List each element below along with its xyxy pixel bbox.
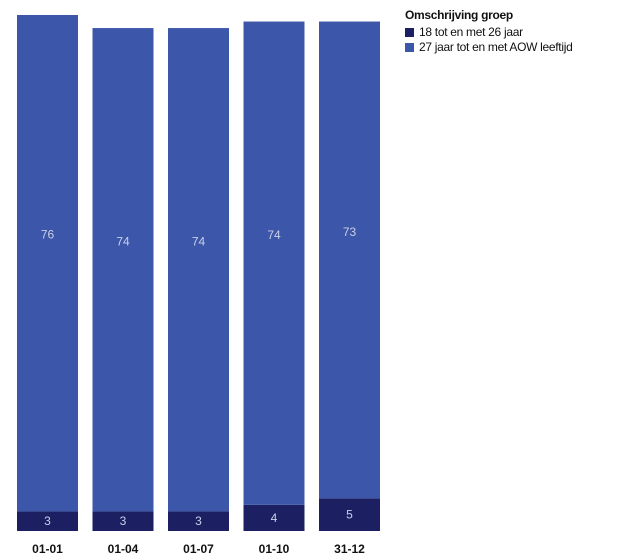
- x-tick-label-31-12: 31-12: [334, 542, 365, 556]
- data-label-01-04-series-1: 3: [120, 514, 127, 528]
- bar-segment-31-12-series-2: [319, 21, 380, 499]
- legend: Omschrijving groep 18 tot en met 26 jaar…: [405, 8, 573, 55]
- data-label-01-10-series-2: 74: [267, 228, 281, 242]
- legend-item-series-2: 27 jaar tot en met AOW leeftijd: [405, 40, 573, 55]
- x-tick-label-01-04: 01-04: [108, 542, 139, 556]
- legend-title: Omschrijving groep: [405, 8, 513, 22]
- data-label-01-01-series-2: 76: [41, 227, 55, 241]
- bar-segment-01-04-series-1: [92, 511, 154, 531]
- stacked-bar-chart: 3 76 01-01 3 74 01-04 3 74 01-07 4 74 01-10 5 73 31-12: [17, 15, 380, 556]
- bar-segment-01-01-series-1: [17, 511, 78, 531]
- legend-label-series-2: 27 jaar tot en met AOW leeftijd: [419, 40, 573, 54]
- data-label-01-07-series-1: 3: [195, 514, 202, 528]
- legend-item-series-1: 18 tot en met 26 jaar: [405, 25, 572, 40]
- bar-segment-01-01-series-2: [17, 15, 78, 512]
- x-tick-label-01-01: 01-01: [32, 542, 63, 556]
- bar-segment-01-07-series-1: [168, 511, 229, 531]
- bar-segment-01-04-series-2: [92, 28, 154, 512]
- legend-label-series-1: 18 tot en met 26 jaar: [419, 25, 523, 39]
- x-tick-label-01-07: 01-07: [183, 542, 214, 556]
- data-label-01-01-series-1: 3: [44, 514, 51, 528]
- legend-swatch-series-2: [405, 43, 414, 52]
- bar-segment-31-12-series-1: [319, 498, 380, 531]
- x-tick-label-01-10: 01-10: [259, 542, 290, 556]
- bar-segment-01-10-series-1: [243, 504, 305, 531]
- data-label-01-04-series-2: 74: [116, 235, 130, 249]
- bar-segment-01-07-series-2: [168, 28, 229, 512]
- data-label-31-12-series-2: 73: [343, 225, 357, 239]
- data-label-31-12-series-1: 5: [346, 508, 353, 522]
- data-label-01-10-series-1: 4: [271, 511, 278, 525]
- data-label-01-07-series-2: 74: [192, 235, 206, 249]
- bar-segment-01-10-series-2: [243, 21, 305, 505]
- legend-swatch-series-1: [405, 28, 414, 37]
